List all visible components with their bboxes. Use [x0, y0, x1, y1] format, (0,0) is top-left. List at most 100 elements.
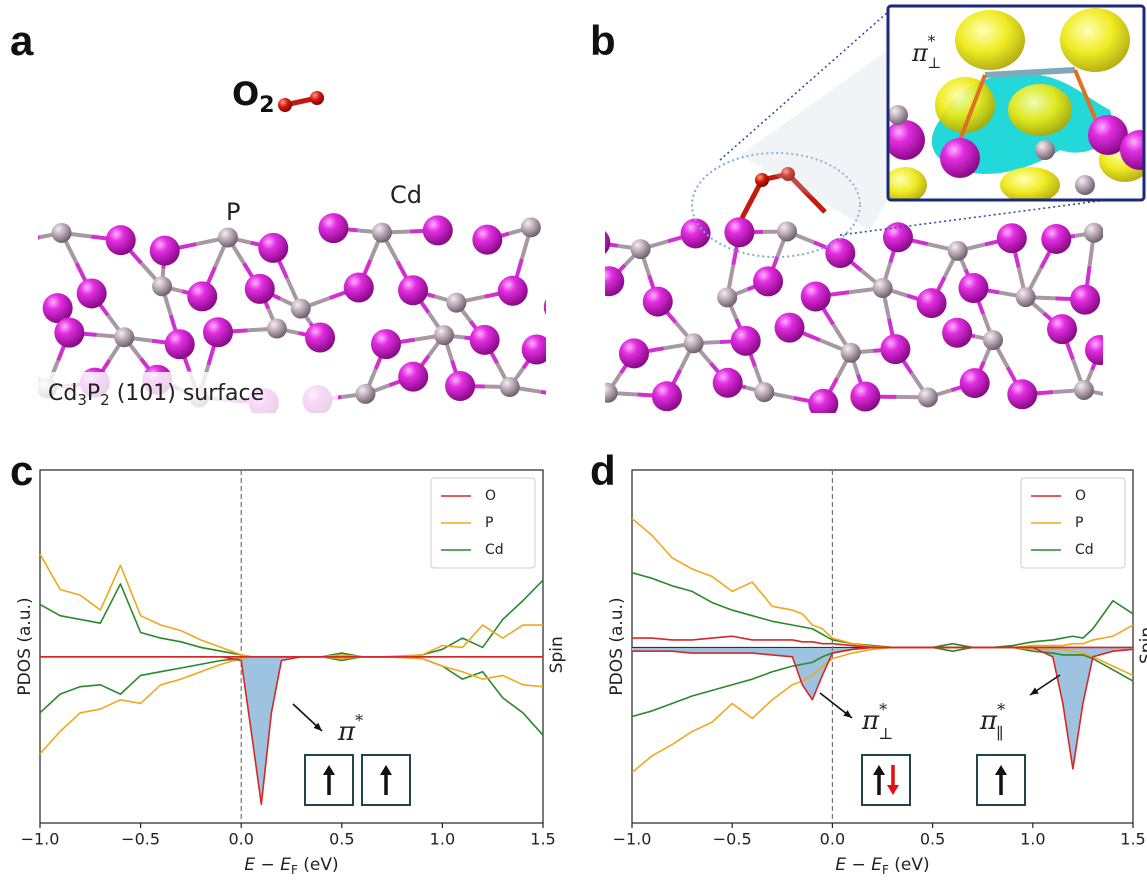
atom [983, 330, 1004, 351]
atom [1113, 384, 1143, 414]
atom [445, 371, 476, 402]
molecule-main: O [232, 75, 259, 113]
atom [422, 215, 453, 246]
atom [680, 218, 711, 249]
atom [398, 275, 429, 306]
legend-label: Cd [1075, 542, 1094, 558]
pdos-curve [39, 655, 544, 755]
atom [51, 222, 72, 243]
bond [38, 235, 41, 240]
atom [1088, 115, 1128, 155]
anno-main: π [861, 706, 880, 736]
label-part: P [87, 381, 100, 406]
atom [880, 334, 911, 365]
plot-frame [39, 469, 544, 824]
label-var: E [871, 855, 882, 875]
anno-main: π [979, 706, 998, 736]
pdos-curve [631, 646, 1134, 774]
annotation: π* ⊥ [861, 700, 893, 743]
x-tick-label: 1.5 [1120, 830, 1145, 849]
shaded-area [632, 647, 1133, 769]
label-sub: 3 [77, 391, 87, 409]
atom [398, 361, 429, 392]
orbital-lobe [1060, 8, 1130, 72]
atom [916, 288, 947, 319]
x-tick-label: −1.0 [21, 830, 60, 849]
atom [446, 292, 467, 313]
atom [755, 173, 769, 187]
atom [1085, 335, 1103, 365]
zoom-line [839, 194, 1146, 236]
zoom-line [719, 11, 889, 161]
atom [850, 381, 881, 412]
atom [543, 299, 546, 315]
plot-frame [631, 469, 1134, 824]
panel-letter: d [590, 447, 616, 494]
atom [942, 317, 973, 348]
atom [105, 225, 136, 256]
x-tick-label: −0.5 [121, 830, 160, 849]
atom [1123, 271, 1147, 301]
atom [54, 317, 85, 348]
atom [840, 342, 861, 363]
atom [1120, 130, 1145, 170]
pdos-curve [632, 646, 1134, 770]
label-var: E [835, 855, 846, 875]
bond [739, 178, 765, 220]
atom [472, 224, 503, 255]
atom [947, 240, 968, 261]
atom [996, 223, 1027, 254]
x-tick-label: 1.5 [530, 830, 555, 849]
atom [888, 120, 925, 160]
atom [244, 273, 275, 304]
charts: c−1.0 −0.5 0.0 0.5 1.0 1.5E − EF (eV)PDOS (a.… [10, 447, 1147, 876]
atom [278, 98, 292, 112]
atom-label: P [226, 198, 240, 226]
anno-sup: * [355, 711, 363, 730]
atom [825, 238, 856, 269]
atom [1047, 314, 1078, 345]
x-tick-label: 0.0 [228, 830, 253, 849]
atom [521, 334, 546, 365]
arrow-head [1030, 687, 1039, 695]
x-axis-label: E − EF (eV) [244, 855, 338, 877]
atom [605, 231, 611, 255]
panel-letter: a [10, 17, 34, 64]
spin-arrow-head [995, 765, 1007, 775]
x-tick-label: −1.0 [613, 830, 652, 849]
atom [630, 239, 651, 260]
atom [355, 383, 376, 404]
atom [717, 287, 738, 308]
atom [149, 235, 180, 266]
atom [754, 382, 775, 403]
atom [605, 266, 625, 297]
arrow-head [843, 710, 852, 718]
label-op: − [846, 855, 871, 875]
atom [940, 138, 980, 178]
atom [0, 336, 27, 366]
label-main: π [911, 39, 929, 67]
x-tick-label: 0.5 [920, 830, 945, 849]
annotation: π* ∥ [979, 700, 1005, 743]
molecule-label: O2 [232, 75, 275, 118]
label-unit: (eV) [889, 855, 930, 875]
bond [12, 351, 29, 370]
orbital-lobe [888, 167, 927, 200]
atom [202, 317, 233, 348]
atom-label: Cd [390, 181, 422, 209]
adsorbate [739, 167, 827, 220]
atom [605, 382, 618, 403]
atom [1007, 379, 1038, 410]
atom [310, 91, 324, 105]
x-tick-label: 1.0 [430, 830, 455, 849]
legend-label: O [1075, 488, 1086, 504]
atom [917, 387, 938, 408]
atom [724, 217, 755, 248]
atom [651, 381, 682, 412]
atom [434, 325, 455, 346]
zoom-cone [740, 50, 888, 230]
atom [3, 227, 33, 257]
legend-label: P [1075, 515, 1083, 531]
anno-sup: * [997, 700, 1005, 719]
atom [1075, 175, 1095, 195]
